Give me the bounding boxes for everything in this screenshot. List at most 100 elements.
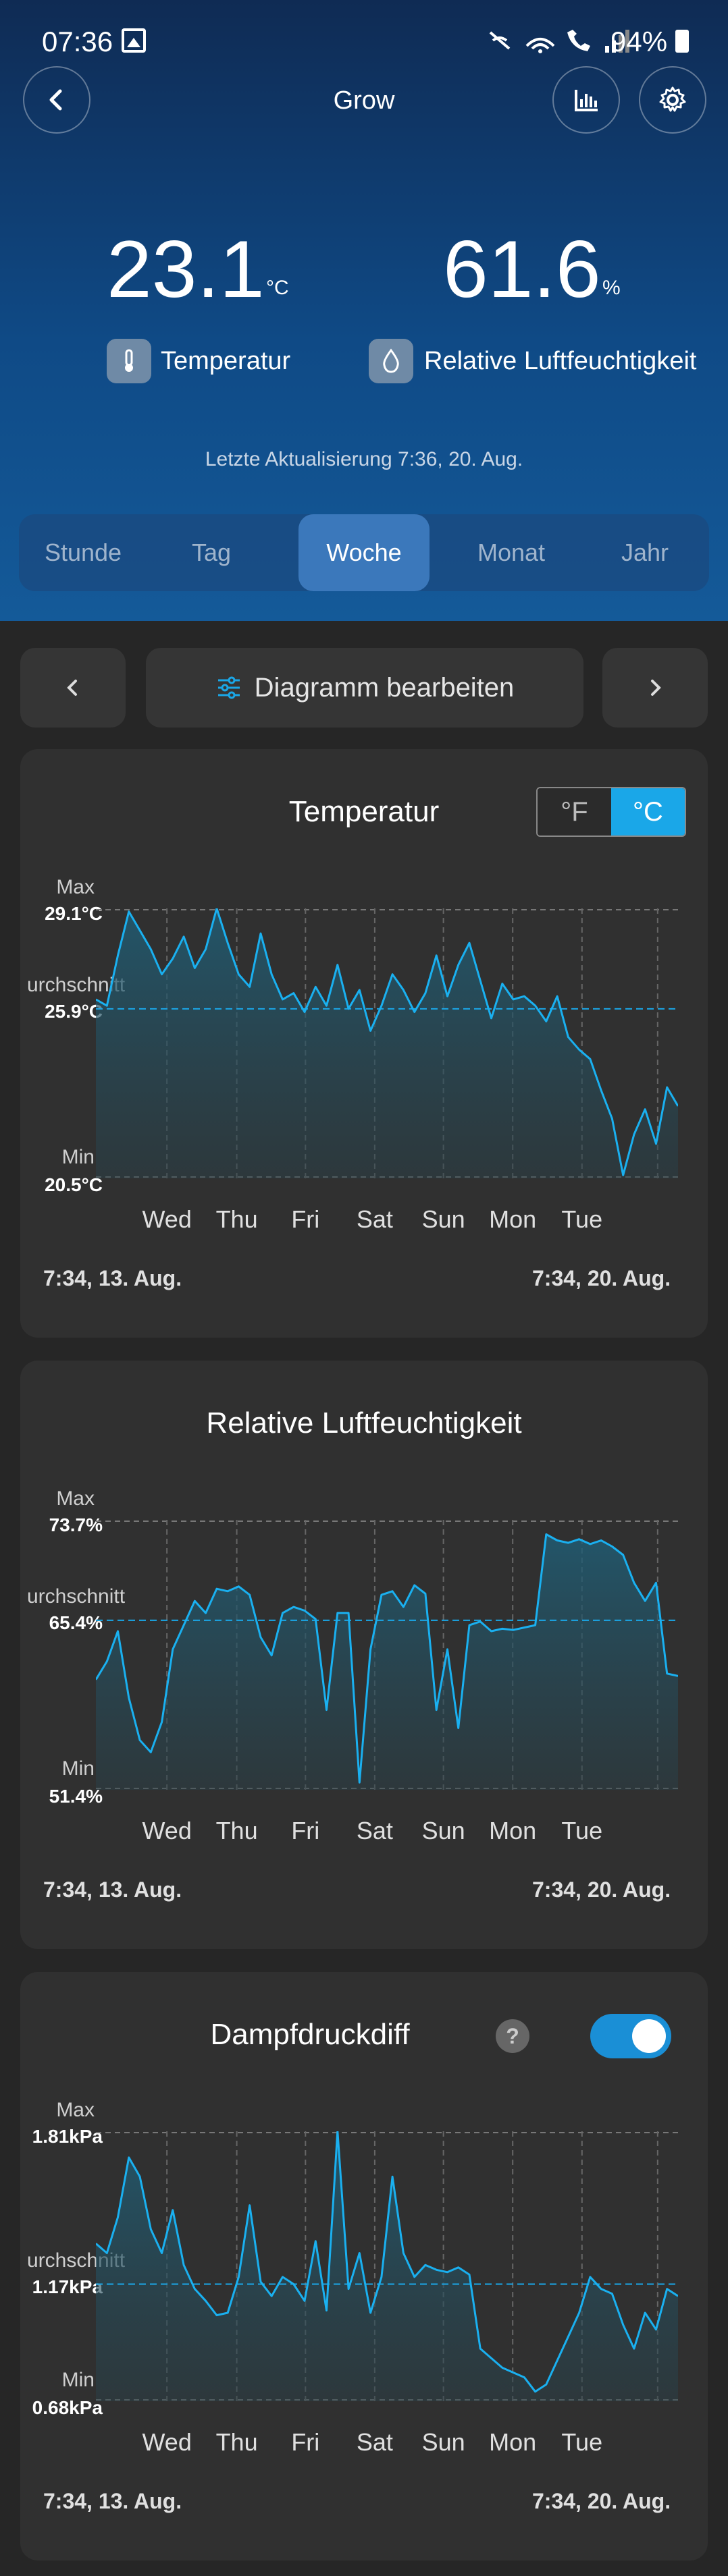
edit-chart-label: Diagramm bearbeiten [254,672,515,703]
celsius-option[interactable]: °C [611,788,685,835]
x-tick-fri: Fri [291,1817,320,1844]
status-icons [486,26,642,61]
x-tick-mon: Mon [489,2428,537,2456]
range-start: 7:34, 13. Aug. [43,1878,182,1902]
y-min-label: Min [61,1146,95,1168]
y-average-value: 65.4% [49,1612,103,1633]
chart-title: Relative Luftfeuchtigkeit [206,1406,522,1440]
x-tick-sat: Sat [356,2428,393,2456]
chevron-left-icon [49,89,62,111]
range-start: 7:34, 13. Aug. [43,2489,182,2513]
x-tick-sat: Sat [356,1817,393,1844]
y-average-label: urchschnitt [27,2249,126,2272]
chart-title: Temperatur [288,795,440,828]
gear-icon [659,86,686,112]
image-notification-icon [122,28,146,53]
statistics-button[interactable] [552,66,620,134]
chart-svg [96,1520,678,1790]
chart-svg [96,908,678,1178]
sliders-icon [217,676,240,699]
x-tick-sun: Sun [421,1817,465,1844]
y-min-label: Min [61,1757,95,1780]
x-tick-fri: Fri [291,1205,320,1233]
help-icon[interactable]: ? [496,2019,529,2053]
y-max-value: 1.81kPa [32,2126,103,2147]
chevron-right-icon [651,680,661,696]
range-end: 7:34, 20. Aug. [532,1878,671,1902]
temperature-value: 23.1 [107,224,265,314]
back-button[interactable] [23,66,90,134]
tab-monat[interactable]: Monat [477,539,546,566]
y-min-label: Min [61,2369,95,2391]
last-update-text: Letzte Aktualisierung 7:36, 20. Aug. [205,448,523,470]
tab-jahr[interactable]: Jahr [621,539,669,566]
chart-plot-area[interactable] [96,908,678,1178]
period-tabs: Stunde Tag Woche Monat Jahr [19,514,709,591]
edit-chart-button[interactable]: Diagramm bearbeiten [146,648,583,728]
y-max-label: Max [56,1487,95,1510]
settings-button[interactable] [639,66,706,134]
y-max-value: 73.7% [49,1514,103,1535]
chart-svg [96,2131,678,2401]
range-start: 7:34, 13. Aug. [43,1266,182,1290]
y-average-label: urchschnitt [27,1585,126,1608]
y-min-value: 51.4% [49,1786,103,1807]
previous-week-button[interactable] [20,648,126,728]
y-max-label: Max [56,2099,95,2121]
x-tick-thu: Thu [215,2428,258,2456]
status-bar: 07:36 94% [0,0,728,81]
x-tick-sun: Sun [421,2428,465,2456]
series-area [96,908,678,1178]
signal-wifi-icons [489,30,629,53]
switch-knob [632,2019,666,2053]
chevron-left-icon [67,680,77,696]
y-average-value: 1.17kPa [32,2276,103,2297]
humidity-value: 61.6 [443,224,601,314]
fahrenheit-option[interactable]: °F [538,788,611,835]
range-end: 7:34, 20. Aug. [532,1266,671,1290]
page-title: Grow [333,86,395,115]
x-tick-fri: Fri [291,2428,320,2456]
x-tick-mon: Mon [489,1817,537,1844]
temperature-unit: °C [266,277,289,299]
x-tick-wed: Wed [142,1205,192,1233]
temperature-label: Temperatur [161,347,291,375]
thermometer-icon [107,339,151,383]
tab-stunde[interactable]: Stunde [44,539,122,566]
chart-plot-area[interactable] [96,1520,678,1790]
x-tick-thu: Thu [215,1817,258,1844]
chart-plot-area[interactable] [96,2131,678,2401]
next-week-button[interactable] [602,648,708,728]
y-min-value: 20.5°C [45,1174,103,1195]
tab-tag[interactable]: Tag [191,539,232,566]
bar-chart-icon [575,90,598,111]
x-tick-sat: Sat [356,1205,393,1233]
tab-woche[interactable]: Woche [298,514,430,591]
series-line [96,2131,678,2393]
x-tick-tue: Tue [561,1205,603,1233]
x-tick-sun: Sun [421,1205,465,1233]
range-end: 7:34, 20. Aug. [532,2489,671,2513]
x-tick-wed: Wed [142,1817,192,1844]
status-time: 07:36 [42,26,113,57]
y-max-value: 29.1°C [45,903,103,924]
x-tick-mon: Mon [489,1205,537,1233]
x-tick-tue: Tue [561,1817,603,1844]
x-tick-tue: Tue [561,2428,603,2456]
y-average-value: 25.9°C [45,1000,103,1022]
battery-percent: 94% [610,26,668,57]
series-area [96,2131,678,2401]
y-min-value: 0.68kPa [32,2397,103,2418]
series-line [96,908,678,1176]
x-tick-wed: Wed [142,2428,192,2456]
battery-icon [675,30,689,53]
series-area [96,1534,678,1790]
y-max-label: Max [56,876,95,898]
x-tick-thu: Thu [215,1205,258,1233]
humidity-label: Relative Luftfeuchtigkeit [424,347,697,375]
humidity-unit: % [602,277,621,299]
chart-title: Dampfdruckdiff [210,2018,410,2051]
vpd-toggle-switch[interactable] [590,2014,671,2058]
unit-toggle[interactable]: °F °C [536,787,686,837]
humidity-drop-icon [369,339,413,383]
